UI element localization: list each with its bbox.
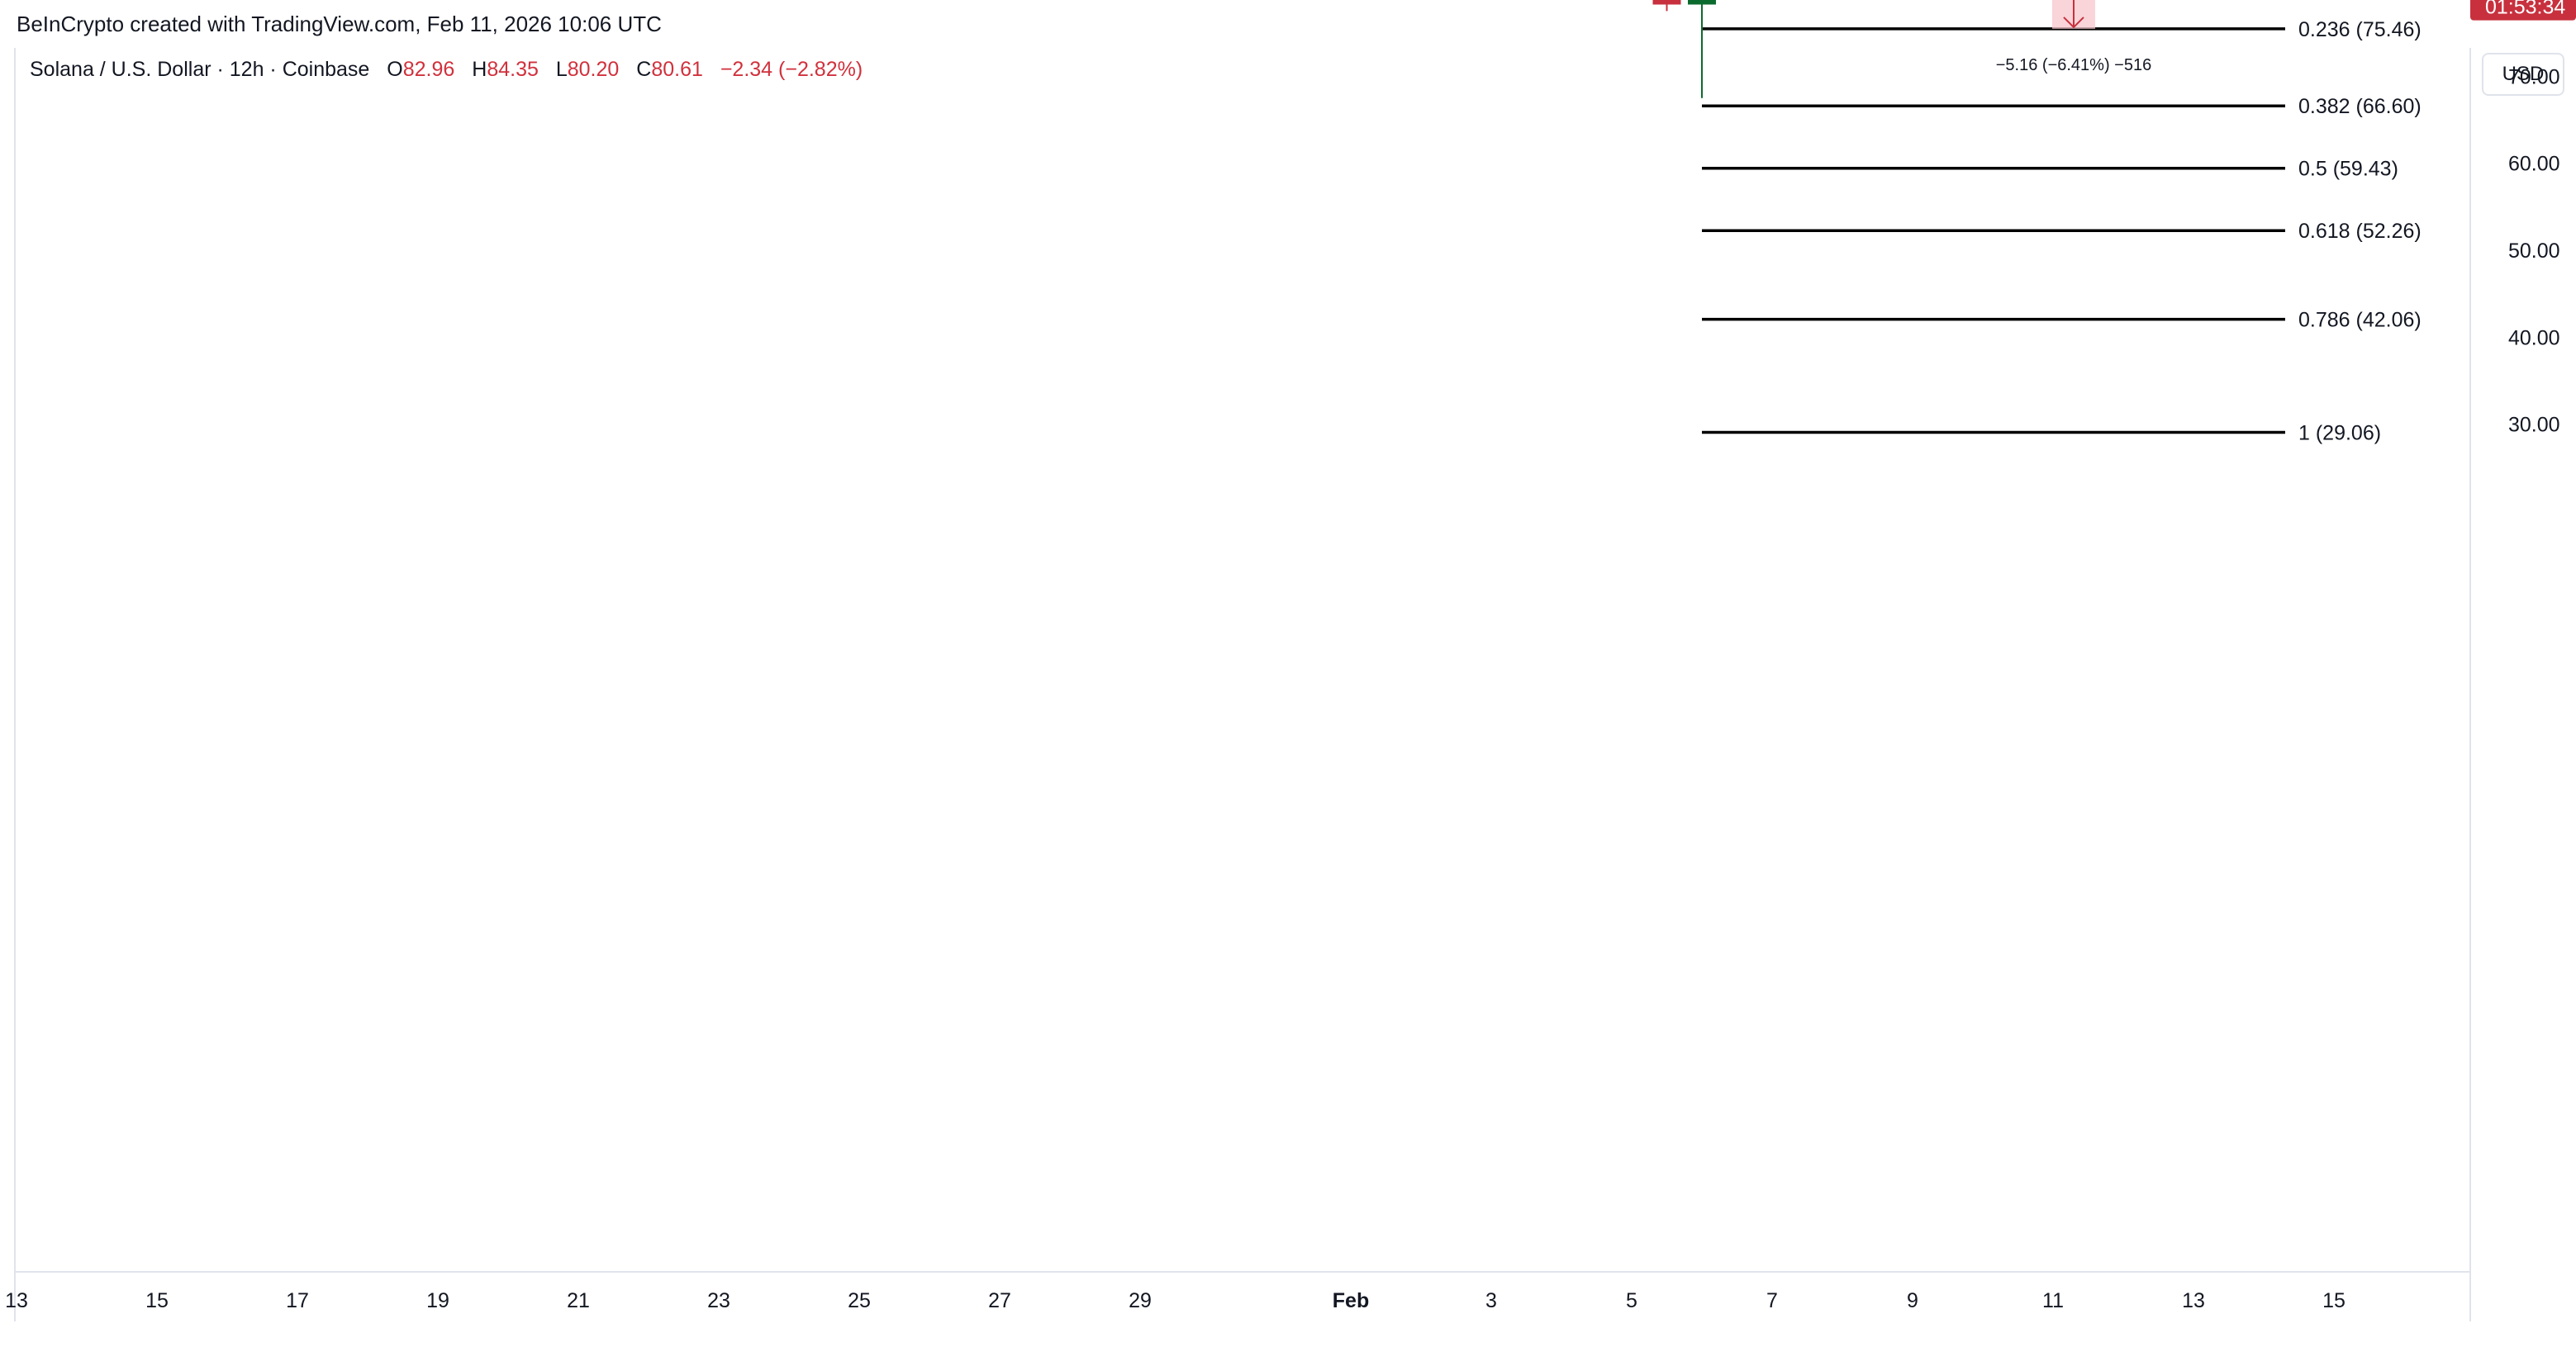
x-tick-label: 17 [286, 1289, 309, 1312]
candles [1652, 0, 1716, 98]
x-tick-label: 13 [2182, 1289, 2205, 1312]
y-tick-label: 40.00 [2508, 326, 2560, 349]
open-value: 82.96 [402, 58, 455, 81]
x-tick-label: 13 [5, 1289, 28, 1312]
y-tick-label: 30.00 [2508, 414, 2560, 437]
low-key: L [555, 58, 568, 81]
high-key: H [472, 58, 487, 81]
high-value: 84.35 [487, 58, 539, 81]
y-tick-label: 70.00 [2508, 65, 2560, 88]
x-tick-label: 9 [1907, 1289, 1918, 1312]
close-key: C [636, 58, 652, 81]
countdown-label: 01:53:34 [2485, 0, 2565, 19]
x-tick-label: 19 [426, 1289, 449, 1312]
x-tick-label: 23 [707, 1289, 730, 1312]
fib-level-label: 0.5 (59.43) [2298, 158, 2398, 181]
close-value: 80.61 [651, 58, 703, 81]
fib-level-label: 0.786 (42.06) [2298, 309, 2422, 332]
price-change: −2.34 (−2.82%) [720, 58, 863, 81]
currency-button[interactable]: USD [2482, 53, 2564, 96]
chart-borders [14, 48, 2471, 1321]
x-tick-label: 3 [1485, 1289, 1497, 1312]
candle [1652, 0, 1681, 12]
measure-label: −5.16 (−6.41%) −516 [1996, 56, 2151, 74]
open-key: O [387, 58, 403, 81]
x-tick-label: 7 [1766, 1289, 1778, 1312]
symbol-title: Solana / U.S. Dollar · 12h · Coinbase [30, 58, 370, 81]
x-tick-label: Feb [1333, 1289, 1369, 1312]
x-tick-label: 29 [1129, 1289, 1152, 1312]
fib-level-label: 0.236 (75.46) [2298, 18, 2422, 41]
fib-level-label: 0.618 (52.26) [2298, 220, 2422, 243]
candle-body [1652, 0, 1681, 5]
fib-level-label: 1 (29.06) [2298, 421, 2381, 444]
chart-credit: BeInCrypto created with TradingView.com,… [17, 12, 662, 36]
x-tick-label: 25 [848, 1289, 871, 1312]
y-tick-label: 60.00 [2508, 153, 2560, 176]
y-axis: 30.0040.0050.0060.0070.0080.0090.00100.0… [2508, 0, 2560, 437]
candle-body [1688, 0, 1716, 5]
x-tick-label: 27 [988, 1289, 1011, 1312]
fib-level-label: 0.382 (66.60) [2298, 95, 2422, 118]
symbol-legend: Solana / U.S. Dollar · 12h · Coinbase O8… [30, 58, 863, 82]
fibonacci-retracement: 0 (89.80)0.236 (75.46)0.382 (66.60)0.5 (… [1702, 18, 2422, 444]
x-tick-label: 15 [145, 1289, 169, 1312]
x-tick-label: 21 [567, 1289, 590, 1312]
y-tick-label: 50.00 [2508, 240, 2560, 263]
price-overlays: −5.16 (−6.41%) −51680.6101:53:34 [1996, 0, 2576, 74]
current-price-tag [2470, 0, 2576, 21]
x-tick-label: 11 [2042, 1289, 2064, 1312]
x-tick-label: 5 [1626, 1289, 1637, 1312]
low-value: 80.20 [567, 58, 620, 81]
measure-arrow-head [2063, 17, 2084, 29]
x-tick-label: 15 [2322, 1289, 2345, 1312]
x-axis: 13 15 17 19 21 23 25 27 29 Feb 3 5 7 9 11 13 15 [5, 1289, 2345, 1312]
candle [1688, 0, 1716, 98]
